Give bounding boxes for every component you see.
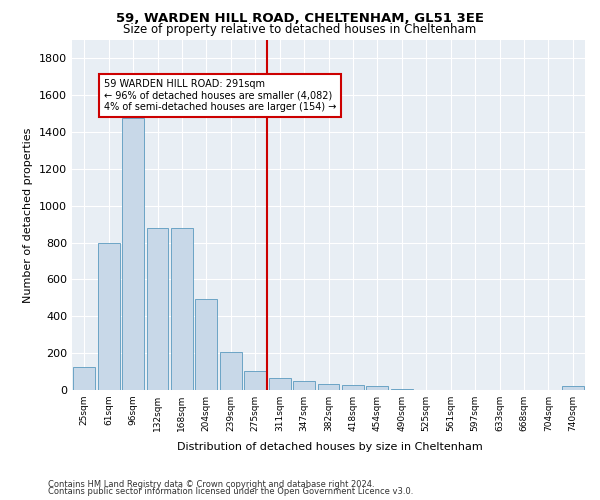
Bar [269,378,290,390]
Bar [196,299,217,390]
Bar [220,352,242,390]
Bar [342,385,364,390]
Bar [562,386,584,390]
Text: Size of property relative to detached houses in Cheltenham: Size of property relative to detached ho… [124,22,476,36]
Bar [122,118,144,390]
Text: 59 WARDEN HILL ROAD: 291sqm
← 96% of detached houses are smaller (4,082)
4% of s: 59 WARDEN HILL ROAD: 291sqm ← 96% of det… [104,78,336,112]
Bar [317,384,340,390]
Text: Contains HM Land Registry data © Crown copyright and database right 2024.: Contains HM Land Registry data © Crown c… [48,480,374,489]
Bar [73,367,95,390]
Bar [293,381,315,390]
Text: Contains public sector information licensed under the Open Government Licence v3: Contains public sector information licen… [48,488,413,496]
Text: Distribution of detached houses by size in Cheltenham: Distribution of detached houses by size … [177,442,483,452]
Bar [98,242,119,390]
Bar [171,228,193,390]
Bar [391,389,413,390]
Y-axis label: Number of detached properties: Number of detached properties [23,128,34,302]
Bar [244,370,266,390]
Bar [146,228,169,390]
Text: 59, WARDEN HILL ROAD, CHELTENHAM, GL51 3EE: 59, WARDEN HILL ROAD, CHELTENHAM, GL51 3… [116,12,484,26]
Bar [367,386,388,390]
